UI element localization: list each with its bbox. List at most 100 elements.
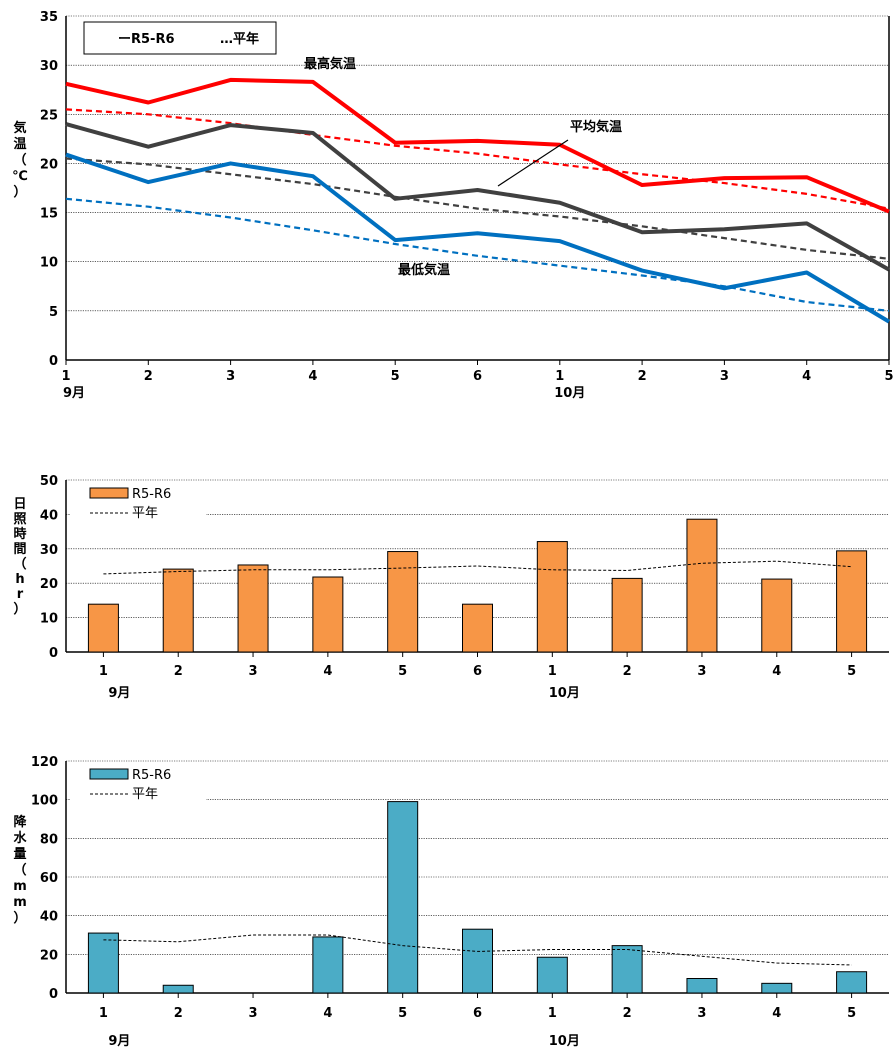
y-tick-label: 40 — [40, 910, 58, 925]
bar — [536, 956, 568, 994]
y-axis-label-char: ） — [13, 910, 26, 926]
y-tick-label: 30 — [40, 59, 58, 74]
bar — [312, 576, 344, 653]
x-tick-label: 2 — [144, 369, 153, 384]
y-axis-label-char: 日 — [13, 497, 26, 512]
x-tick-label: 2 — [638, 369, 647, 384]
month-label: 10月 — [549, 1034, 580, 1049]
bar — [611, 577, 643, 653]
y-axis-label-char: 照 — [13, 512, 26, 527]
bar — [761, 982, 793, 994]
y-axis-label-char: h — [15, 572, 24, 587]
annotation-max-temp: 最高気温 — [304, 56, 356, 72]
bar — [87, 932, 119, 994]
series-line-0 — [65, 77, 890, 214]
x-tick-label: 4 — [802, 369, 811, 384]
bar — [162, 568, 194, 653]
legend: R5-R6 平年 — [70, 482, 206, 522]
y-axis-label: 気温（℃） — [12, 120, 28, 200]
bar — [387, 551, 419, 653]
y-tick-label: 10 — [40, 612, 58, 627]
x-tick-label: 5 — [847, 664, 856, 679]
y-axis-label-char: m — [13, 895, 27, 910]
x-tick-label: 4 — [323, 1006, 332, 1021]
y-tick-label: 50 — [40, 474, 58, 489]
x-tick-label: 5 — [391, 369, 400, 384]
legend-item-observed: ーR5-R6 — [118, 32, 175, 47]
legend-label-observed: R5-R6 — [132, 487, 171, 502]
x-tick-label: 2 — [623, 1006, 632, 1021]
y-tick-label: 40 — [40, 508, 58, 523]
x-tick-label: 6 — [473, 664, 482, 679]
x-tick-label: 1 — [61, 369, 70, 384]
y-tick-label: 5 — [49, 305, 58, 320]
y-axis-label-char: 降 — [13, 814, 27, 830]
bar — [686, 978, 718, 994]
month-label: 9月 — [108, 1034, 130, 1049]
bar — [312, 936, 344, 994]
y-axis-label: 降水量（mm） — [13, 814, 27, 926]
x-tick-label: 4 — [772, 664, 781, 679]
series-line-5 — [65, 197, 890, 312]
x-tick-label: 2 — [174, 664, 183, 679]
legend-label-normal: 平年 — [132, 506, 158, 521]
normal-line — [103, 560, 852, 575]
x-tick-label: 4 — [772, 1006, 781, 1021]
y-axis-label-char: m — [13, 879, 27, 894]
month-label: 9月 — [108, 686, 130, 701]
y-axis-label-char: 間 — [13, 542, 26, 557]
legend-swatch-bar — [89, 768, 129, 780]
y-axis-label-char: r — [17, 587, 24, 602]
annotation-leader-line — [497, 139, 569, 187]
y-tick-label: 15 — [40, 207, 58, 222]
y-tick-label: 10 — [40, 256, 58, 271]
annotation-min-temp: 最低気温 — [398, 262, 450, 278]
bar — [536, 541, 568, 653]
x-tick-label: 6 — [473, 1006, 482, 1021]
y-tick-label: 0 — [49, 987, 58, 1002]
y-tick-label: 0 — [49, 354, 58, 369]
y-tick-label: 0 — [49, 646, 58, 661]
bar — [162, 984, 194, 994]
x-tick-label: 1 — [99, 1006, 108, 1021]
legend-box — [83, 21, 277, 55]
month-label: 10月 — [554, 386, 585, 400]
y-axis-label-char: 気 — [13, 120, 26, 136]
month-label: 9月 — [63, 386, 85, 400]
y-axis-label-char: 量 — [13, 847, 26, 862]
x-tick-label: 3 — [720, 369, 729, 384]
y-axis-label-char: 時 — [13, 526, 26, 542]
y-axis-label-char: （ — [13, 556, 26, 572]
y-tick-label: 80 — [40, 832, 58, 847]
bar — [836, 971, 868, 994]
series-line-4 — [65, 152, 891, 324]
x-tick-label: 3 — [697, 1006, 706, 1021]
y-axis-label-char: （ — [13, 862, 26, 878]
y-tick-label: 25 — [40, 108, 58, 123]
bar — [686, 518, 718, 653]
legend: R5-R6 平年 — [70, 763, 206, 803]
x-tick-label: 2 — [174, 1006, 183, 1021]
y-tick-label: 20 — [40, 157, 58, 172]
x-tick-label: 3 — [697, 664, 706, 679]
x-tick-label: 6 — [473, 369, 482, 384]
legend-swatch-bar — [89, 487, 129, 499]
x-tick-label: 5 — [398, 1006, 407, 1021]
legend-item-normal: …平年 — [220, 31, 259, 47]
temperature-chart: 0 5 10 15 20 25 30 35 1 2 3 4 5 6 1 2 3 4 5 9月 10月 気温（℃） ーR5-R… — [12, 10, 893, 400]
y-tick-label: 35 — [40, 10, 58, 25]
y-axis-label-char: ） — [13, 601, 26, 617]
bar — [611, 945, 643, 994]
month-label: 10月 — [549, 686, 580, 701]
x-tick-label: 5 — [847, 1006, 856, 1021]
series-line-3 — [65, 157, 890, 260]
y-tick-label: 120 — [31, 755, 58, 770]
y-axis-label-char: 温 — [13, 137, 26, 152]
x-tick-label: 1 — [548, 1006, 557, 1021]
bar — [387, 801, 419, 994]
x-tick-label: 4 — [308, 369, 317, 384]
series-line-1 — [65, 108, 890, 210]
